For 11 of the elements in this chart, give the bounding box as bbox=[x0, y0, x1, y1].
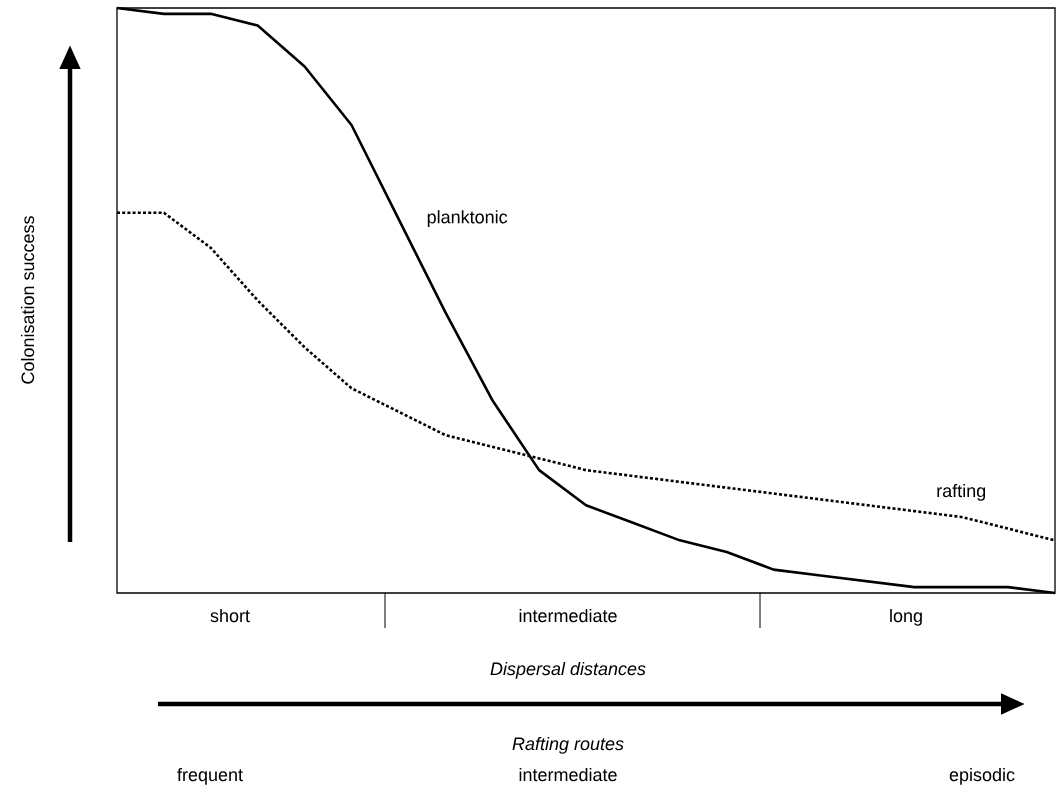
text: frequent bbox=[177, 767, 243, 785]
text: Rafting routes bbox=[512, 736, 624, 754]
text: short bbox=[210, 608, 250, 623]
text: intermediate bbox=[519, 608, 617, 623]
text: intermediate bbox=[519, 767, 617, 782]
series-label: rafting bbox=[937, 483, 986, 501]
y-axis-title: Colonisation success bbox=[20, 216, 35, 384]
series-label: planktonic bbox=[427, 210, 508, 227]
text: episodic bbox=[949, 767, 1015, 785]
text: long bbox=[890, 608, 922, 626]
x-axis-title: Dispersal distances bbox=[490, 661, 646, 679]
